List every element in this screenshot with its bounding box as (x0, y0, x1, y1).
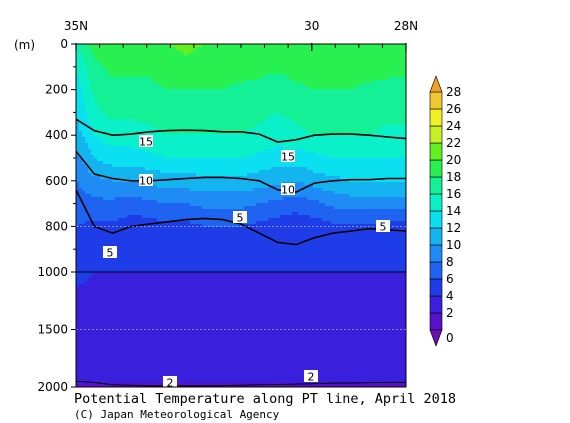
contour-label: 10 (281, 183, 295, 197)
y-tick-label: 1000 (37, 265, 68, 279)
y-tick-label: 2000 (37, 380, 68, 394)
credit-text: (C) Japan Meteorological Agency (74, 408, 280, 421)
colorbar-swatch (429, 261, 443, 280)
colorbar-label: 18 (446, 170, 461, 184)
x-tick-label: 35N (64, 19, 88, 33)
colorbar-swatch (429, 193, 443, 212)
isotherm-15 (76, 118, 406, 143)
plot-area: 15 15 10 10 5 5 5 2 2 (75, 43, 407, 390)
contour-label: 5 (376, 220, 390, 234)
isotherm-10 (76, 150, 406, 194)
contour-label: 2 (304, 370, 318, 384)
colorbar-label: 10 (446, 238, 461, 252)
colorbar-swatch (429, 142, 443, 161)
x-tick-label: 30 (304, 19, 319, 33)
contour-label: 5 (233, 211, 247, 225)
chart-title: Potential Temperature along PT line, Apr… (74, 391, 456, 407)
colorbar-label: 24 (446, 119, 461, 133)
colorbar-swatch (429, 176, 443, 195)
colorbar-label: 6 (446, 272, 454, 286)
colorbar-label: 28 (446, 85, 461, 99)
colorbar-label: 20 (446, 153, 461, 167)
contour-label: 15 (281, 150, 295, 164)
contour-label: 10 (139, 174, 153, 188)
y-tick-label: 1500 (37, 323, 68, 337)
contour-label: 5 (103, 246, 117, 260)
isotherm-layer (76, 118, 406, 387)
y-tick-label: 200 (45, 83, 68, 97)
colorbar-max-arrow (429, 75, 443, 93)
y-axis-left: 0 200 400 600 800 1000 1500 2000 (37, 37, 76, 394)
colorbar-swatch (429, 312, 443, 331)
x-tick-label: 28N (394, 19, 418, 33)
contour-label: 2 (163, 376, 177, 390)
contour-label-layer: 15 15 10 10 5 5 5 2 2 (103, 135, 390, 390)
y-tick-label: 600 (45, 174, 68, 188)
colorbar-swatch (429, 125, 443, 144)
colorbar-label: 8 (446, 255, 454, 269)
colorbar-swatch (429, 244, 443, 263)
temperature-fill-layer (76, 44, 406, 387)
colorbar-label: 0 (446, 331, 454, 345)
isotherm-5 (76, 189, 406, 246)
colorbar-swatch (429, 108, 443, 127)
colorbar-swatch (429, 295, 443, 314)
y-axis-unit-label: (m) (14, 38, 35, 52)
x-axis-top: 35N 30 28N (64, 19, 418, 51)
colorbar-min-arrow (429, 329, 443, 347)
colorbar-label: 14 (446, 204, 461, 218)
colorbar-swatch (429, 159, 443, 178)
colorbar-label: 12 (446, 221, 461, 235)
colorbar-label: 4 (446, 289, 454, 303)
colorbar-label: 26 (446, 102, 461, 116)
colorbar-label: 2 (446, 306, 454, 320)
colorbar-swatch (429, 227, 443, 246)
colorbar-label: 22 (446, 136, 461, 150)
y-tick-label: 0 (60, 37, 68, 51)
isotherm-2 (76, 380, 406, 387)
y-tick-label: 400 (45, 128, 68, 142)
colorbar-swatch (429, 210, 443, 229)
y-tick-label: 800 (45, 219, 68, 233)
contour-label: 15 (139, 135, 153, 149)
colorbar-label: 16 (446, 187, 461, 201)
colorbar-swatch (429, 278, 443, 297)
colorbar-swatch (429, 91, 443, 110)
